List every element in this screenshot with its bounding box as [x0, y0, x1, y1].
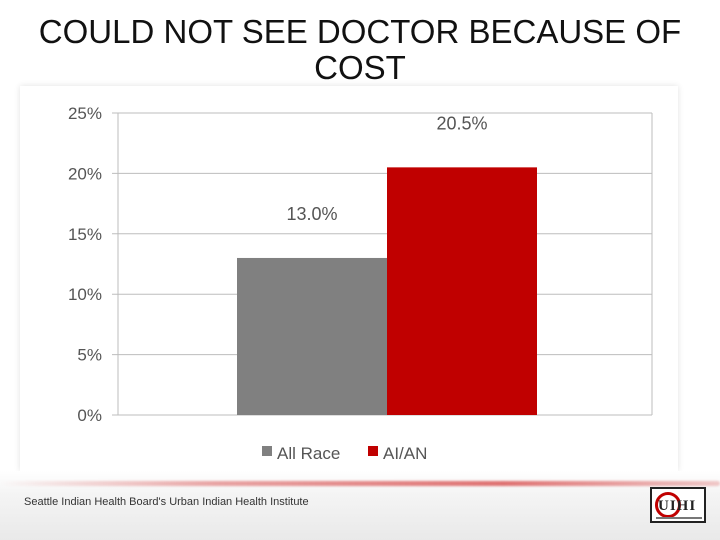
y-tick-label: 25% [68, 104, 102, 123]
footer-credit: Seattle Indian Health Board's Urban Indi… [24, 496, 309, 508]
legend-swatch [368, 446, 378, 456]
logo-ring-icon [655, 492, 681, 518]
data-label: 13.0% [286, 204, 337, 224]
data-label: 20.5% [436, 113, 487, 133]
y-tick-label: 5% [77, 346, 102, 365]
footer-band [0, 471, 720, 540]
y-tick-label: 15% [68, 225, 102, 244]
legend-swatch [262, 446, 272, 456]
bars [237, 167, 537, 415]
y-tick-label: 0% [77, 406, 102, 425]
bar-ai-an [387, 167, 537, 415]
legend-label: AI/AN [383, 444, 427, 463]
y-tick-label: 20% [68, 164, 102, 183]
data-labels: 13.0% 20.5% [286, 113, 487, 224]
slide-title: COULD NOT SEE DOCTOR BECAUSE OF COST [38, 13, 682, 86]
footer-accent-line [0, 481, 720, 486]
y-tick-labels: 0% 5% 10% 15% 20% 25% [68, 104, 102, 425]
legend-label: All Race [277, 444, 340, 463]
logo-underline [656, 517, 702, 519]
gridlines [112, 112, 652, 416]
uihi-logo: UIHI [650, 487, 706, 523]
logo-mark: UIHI [658, 498, 697, 514]
legend: All Race AI/AN [262, 444, 427, 463]
y-tick-label: 10% [68, 285, 102, 304]
bar-all-race [237, 257, 387, 415]
title-area: COULD NOT SEE DOCTOR BECAUSE OF COST [0, 0, 720, 88]
